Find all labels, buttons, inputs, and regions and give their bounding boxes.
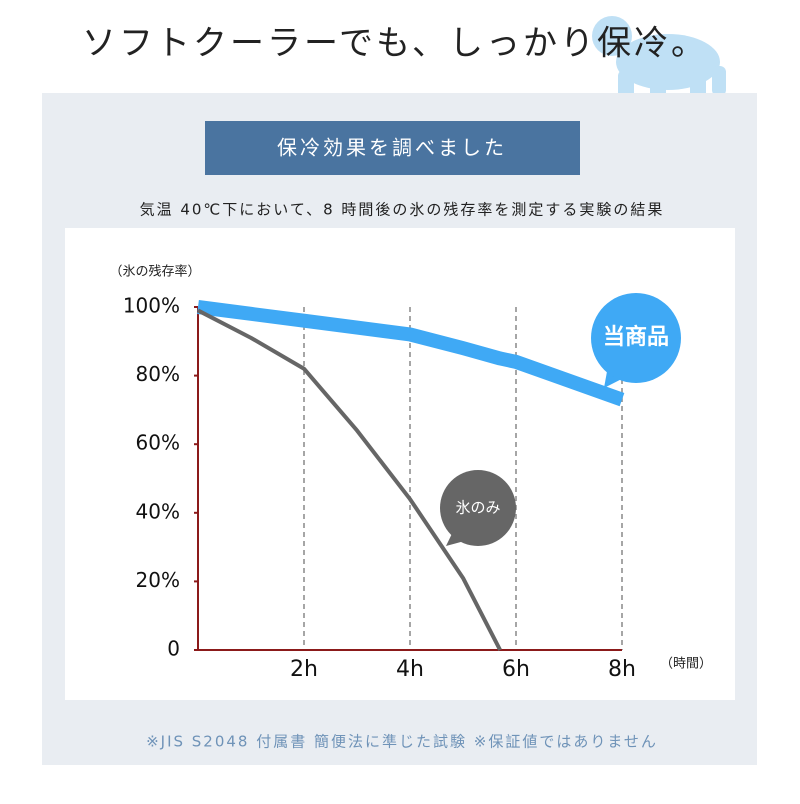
y-tick-label: 0	[167, 637, 180, 661]
callout-bubble	[591, 293, 681, 383]
y-tick-label: 80%	[136, 362, 180, 386]
y-tick-label: 20%	[136, 568, 180, 592]
x-tick-label: 4h	[396, 657, 424, 682]
footnote: ※JIS S2048 付属書 簡便法に準じた試験 ※保証値ではありません	[146, 733, 658, 751]
x-tick-label: 6h	[502, 657, 530, 682]
y-tick-label: 100%	[123, 294, 180, 318]
legend-label: 当商品	[603, 324, 669, 350]
y-axis-label: （氷の残存率）	[109, 264, 200, 280]
x-tick-label: 2h	[290, 657, 318, 682]
y-tick-label: 60%	[136, 431, 180, 455]
series-line	[197, 308, 502, 651]
x-tick-label: 8h	[608, 657, 636, 682]
page-title: ソフトクーラーでも、しっかり保冷。	[82, 24, 708, 64]
y-tick-label: 40%	[136, 499, 180, 523]
callout-bubble	[440, 470, 516, 546]
series-line	[197, 300, 625, 407]
header-box	[205, 121, 580, 175]
x-axis-label: （時間）	[660, 657, 712, 672]
legend-label: 氷のみ	[455, 499, 500, 517]
subtitle: 気温 40℃下において、8 時間後の氷の残存率を測定する実験の結果	[140, 201, 665, 219]
header: 保冷効果を調べました	[277, 136, 507, 160]
